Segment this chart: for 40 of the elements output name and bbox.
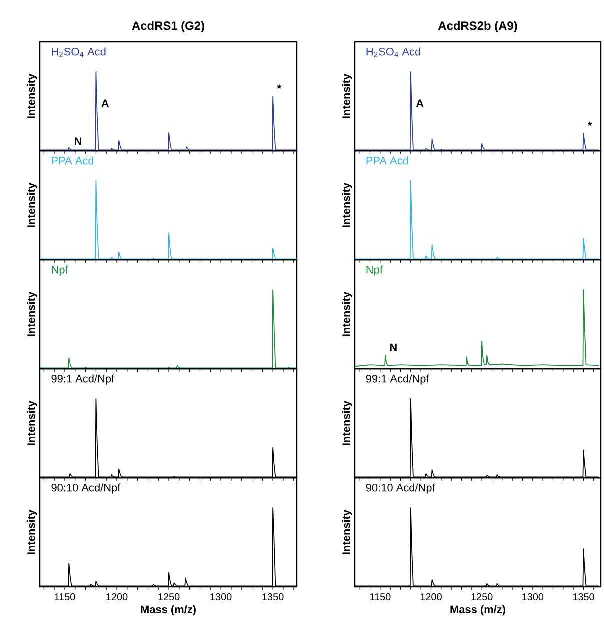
y-axis-title: Intensity [342,292,352,336]
y-axis-title: Intensity [342,510,352,554]
y-axis-title: Intensity [27,401,38,446]
text: 99:1 Acd/Npf [52,374,115,385]
y-axis-title: Intensity [27,74,38,118]
text: 90:10 Acd/Npf [52,484,121,494]
annotation: A [416,100,424,108]
chart-title: AcdRS2b (A9) [438,21,518,32]
y-axis-title: Intensity [27,510,38,554]
y-axis-title: Intensity [342,74,352,118]
x-tick-label: 1250 [472,594,493,601]
annotation: N [390,344,397,352]
x-tick-label: 1300 [522,594,544,601]
x-tick-label: 1300 [210,594,232,601]
x-tick-label: 1350 [573,594,594,601]
text: 99:1 Acd/Npf [366,374,430,385]
y-axis-title: Intensity [342,401,352,446]
annotation: N [75,138,82,146]
x-tick-label: 1200 [420,594,442,601]
series-label: PPA Acd [52,156,94,165]
annotation: * [277,84,282,89]
x-tick-label: 1350 [262,594,284,601]
y-axis-title: Intensity [27,292,38,336]
annotation: * [588,122,592,126]
y-axis-title: Intensity [27,183,38,228]
x-tick-label: 1150 [370,594,391,601]
series-label: PPA Acd [366,156,408,165]
annotation: A [102,100,110,108]
y-axis-title: Intensity [342,183,352,228]
series-label: H$_{2}$SO$_{4}$ Acd [52,48,106,58]
series-label: H$_{2}$SO$_{4}$ Acd [366,48,420,58]
x-tick-label: 1200 [106,594,128,601]
x-axis-title: Mass (m/z) [450,605,506,616]
text: Npf [366,266,383,276]
series-label: 90:10 Acd/Npf [366,484,436,494]
x-tick-label: 1150 [55,594,76,601]
x-axis-title: Mass (m/z) [141,605,196,616]
text: Npf [52,266,68,276]
x-tick-label: 1250 [158,594,180,601]
chart-title: AcdRS1 (G2) [132,21,204,32]
